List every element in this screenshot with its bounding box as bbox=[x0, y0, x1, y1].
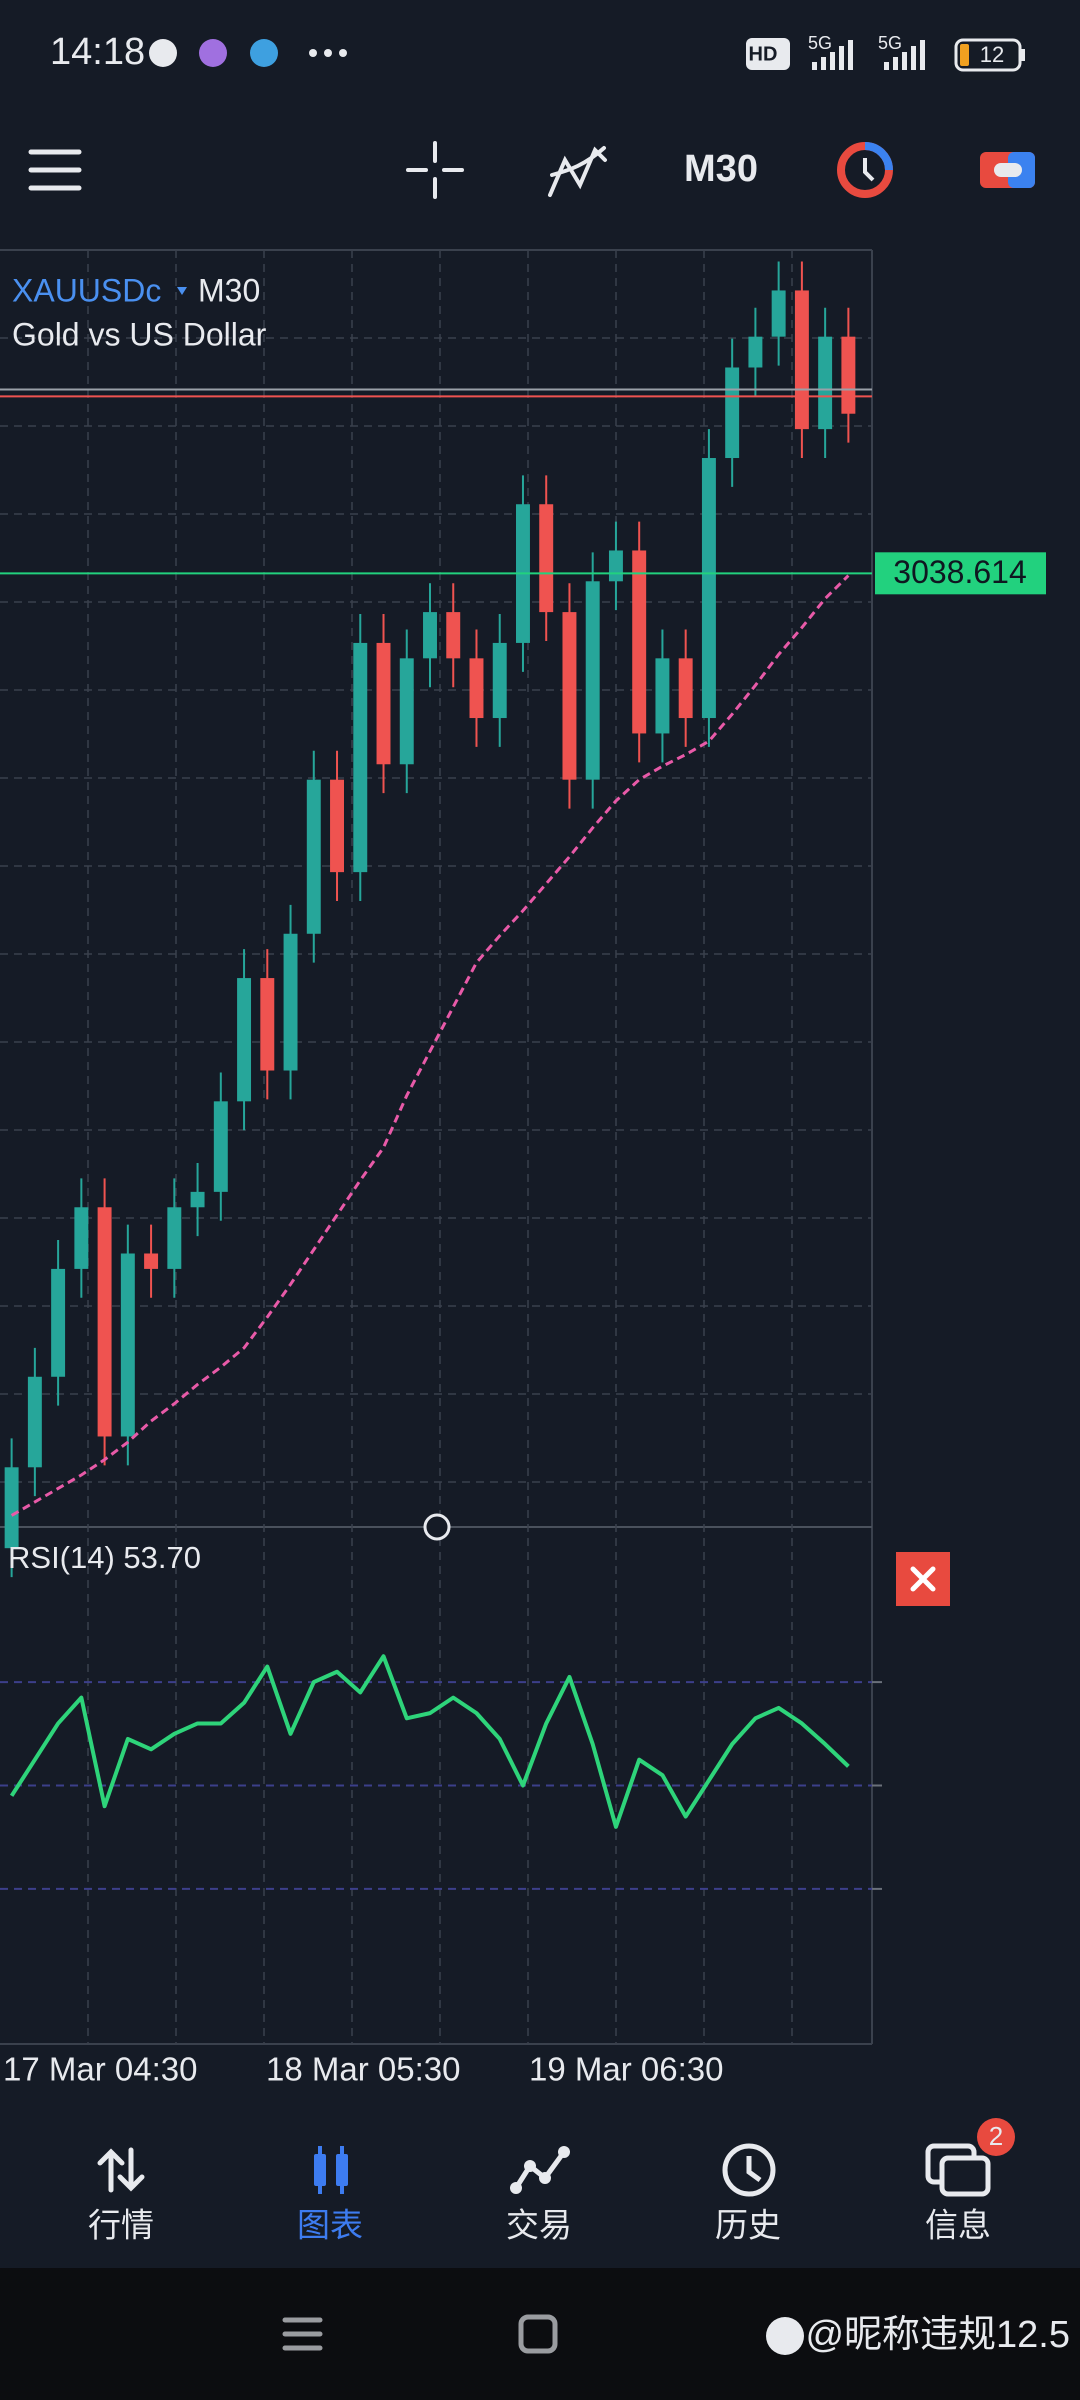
candle-body bbox=[771, 290, 786, 337]
candle-body bbox=[446, 612, 461, 659]
marks: 3038.614 bbox=[0, 261, 1046, 1890]
nav-icon-quotes bbox=[97, 2147, 145, 2193]
candle-body bbox=[562, 612, 577, 780]
nav-label[interactable]: 信息 bbox=[925, 2207, 991, 2244]
candle-body bbox=[260, 978, 275, 1071]
symbol-dropdown[interactable] bbox=[177, 287, 187, 295]
system-home-button[interactable] bbox=[518, 2314, 558, 2354]
candle-body bbox=[608, 550, 623, 582]
candle-body bbox=[306, 779, 321, 934]
status-icon bbox=[250, 39, 278, 67]
timeframe-button[interactable]: M30 bbox=[684, 148, 758, 190]
candle-body bbox=[632, 550, 647, 734]
nav-label[interactable]: 历史 bbox=[715, 2207, 781, 2244]
nav-icon-trade-dots bbox=[510, 2146, 570, 2194]
nav-icon-trade bbox=[513, 2150, 567, 2190]
x-tick-label: 19 Mar 06:30 bbox=[529, 2051, 723, 2088]
status-icon bbox=[199, 39, 227, 67]
system-menu-button[interactable] bbox=[282, 2317, 323, 2351]
nav-label[interactable]: 行情 bbox=[88, 2207, 154, 2244]
battery-tip bbox=[1021, 49, 1025, 61]
message-badge bbox=[977, 2118, 1015, 2156]
x-tick-label: 17 Mar 04:30 bbox=[3, 2051, 197, 2088]
clock-button-arc bbox=[864, 142, 893, 171]
candle-body bbox=[725, 367, 740, 459]
hd-label: HD bbox=[749, 43, 778, 65]
candle-body bbox=[585, 581, 600, 780]
candle-body bbox=[818, 336, 833, 430]
status-time: 14:18 bbox=[50, 31, 145, 73]
nav-icon-chart bbox=[314, 2146, 348, 2194]
indicator-button-line bbox=[550, 146, 606, 177]
battery-icon bbox=[954, 38, 1022, 72]
candle-body bbox=[144, 1253, 159, 1269]
status-more bbox=[309, 49, 347, 57]
candle-body bbox=[423, 612, 437, 659]
candle-body bbox=[399, 658, 414, 765]
x-tick-label: 18 Mar 05:30 bbox=[266, 2051, 460, 2088]
battery-level bbox=[960, 44, 969, 66]
candle-body bbox=[190, 1191, 205, 1208]
candle-body bbox=[376, 642, 391, 765]
symbol[interactable]: XAUUSDc bbox=[12, 272, 161, 308]
candle-body bbox=[27, 1376, 42, 1468]
status-icon bbox=[149, 39, 177, 67]
candle-body bbox=[492, 642, 507, 719]
watermark: @昵称违规12.5 bbox=[805, 2314, 1070, 2356]
system-nav-bar bbox=[0, 2268, 1080, 2400]
message-badge-count: 2 bbox=[989, 2121, 1003, 2151]
nav-icon-history-hand bbox=[746, 2156, 762, 2183]
candle-body bbox=[330, 779, 344, 873]
crosshair-button[interactable] bbox=[406, 141, 464, 199]
candle-body bbox=[74, 1207, 89, 1269]
battery-label: 12 bbox=[980, 42, 1004, 67]
candle-body bbox=[4, 1467, 19, 1549]
candle-body bbox=[213, 1101, 228, 1192]
hd-badge bbox=[746, 38, 790, 70]
network-label: 5G bbox=[808, 33, 832, 53]
bottom-nav: 2 行情 图表 交易 历史 信息 bbox=[88, 2118, 1015, 2244]
panel-resize-handle[interactable] bbox=[423, 1513, 451, 1541]
candle-body bbox=[748, 336, 763, 368]
network-label: 5G bbox=[878, 33, 902, 53]
price-label: 3038.614 bbox=[893, 554, 1026, 590]
close-icon bbox=[910, 1566, 936, 1592]
rsi-line bbox=[9, 1654, 850, 1829]
candle-body bbox=[167, 1207, 182, 1269]
candle-body bbox=[678, 658, 693, 719]
trade-button-pill bbox=[994, 163, 1022, 177]
moving-average bbox=[10, 574, 850, 1517]
candle-body bbox=[283, 933, 298, 1071]
nav-icon-history bbox=[722, 2143, 776, 2197]
nav-icon-messages-back bbox=[939, 2155, 991, 2197]
candle-body bbox=[97, 1207, 112, 1437]
candle-body bbox=[655, 658, 670, 734]
candle-body bbox=[237, 978, 252, 1102]
candle-body bbox=[841, 336, 856, 414]
candle-body bbox=[469, 658, 484, 719]
candle-body bbox=[120, 1253, 135, 1437]
candle-body bbox=[51, 1268, 66, 1377]
menu-button[interactable] bbox=[28, 149, 82, 191]
candle-body bbox=[794, 290, 809, 430]
signal-icon bbox=[884, 40, 925, 70]
candle-body bbox=[353, 642, 368, 873]
candle-body bbox=[539, 504, 554, 613]
chart-timeframe: M30 bbox=[198, 272, 260, 308]
clock-hand bbox=[863, 158, 875, 182]
price-label-box bbox=[875, 552, 1046, 595]
nav-label[interactable]: 图表 bbox=[297, 2207, 363, 2244]
rsi-label: RSI(14) 53.70 bbox=[8, 1540, 201, 1575]
watermark-logo bbox=[766, 2317, 804, 2355]
symbol-description: Gold vs US Dollar bbox=[12, 316, 267, 352]
nav-label[interactable]: 交易 bbox=[506, 2207, 572, 2244]
candle-body bbox=[701, 458, 716, 719]
signal-icon bbox=[812, 40, 853, 70]
